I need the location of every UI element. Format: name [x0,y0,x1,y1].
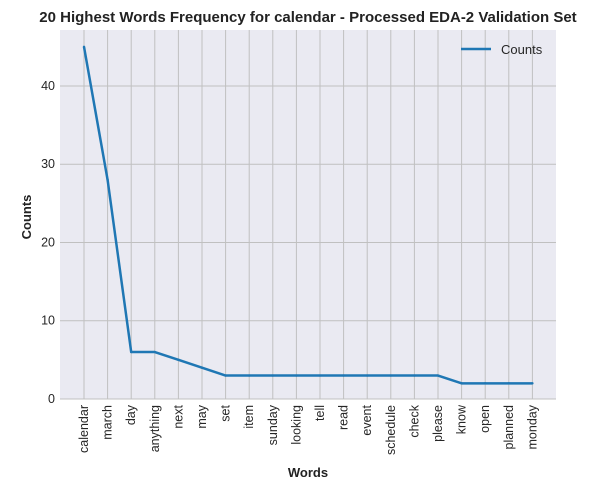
x-axis-label: Words [288,465,328,480]
x-tick-label: check [407,404,421,437]
data-point [271,374,274,377]
y-tick-label: 30 [41,157,55,171]
x-tick-label: day [124,404,138,425]
data-point [389,374,392,377]
data-point [200,366,204,369]
x-tick-label: sunday [266,404,280,445]
x-tick-label: monday [525,404,539,449]
data-point [436,374,440,377]
x-tick-label: set [219,404,233,421]
x-tick-label: event [360,404,374,435]
x-tick-label: open [478,405,492,433]
x-tick-label: anything [148,405,162,452]
data-point [295,374,298,377]
x-tick-label: please [431,405,445,442]
series-layer [82,45,534,385]
x-tick-label: looking [289,405,303,445]
x-tick-label: planned [502,405,516,450]
x-tick-label: know [455,404,469,434]
x-tick-label: calendar [77,405,91,453]
data-point [130,350,133,354]
x-axis-ticks: calendar march day anything next may set item su… [77,404,539,455]
data-point [318,374,322,377]
plot-area [60,30,556,399]
data-point [177,358,180,362]
data-point [153,350,156,354]
x-tick-label: march [101,405,115,440]
data-point [342,374,345,377]
x-tick-label: may [195,404,209,428]
series-line-counts [82,46,533,385]
y-tick-label: 0 [48,392,55,406]
x-tick-label: read [337,405,351,430]
legend-label-counts: Counts [501,42,543,57]
x-tick-label: item [242,405,256,429]
y-tick-label: 20 [41,235,55,249]
y-tick-label: 40 [41,79,55,93]
x-tick-label: next [171,404,185,428]
y-axis-label: Counts [19,195,34,240]
grid [60,30,556,400]
data-point [366,374,369,377]
data-point [224,374,227,377]
data-point [484,382,487,385]
data-point [413,374,416,377]
chart-title: 20 Highest Words Frequency for calendar … [39,9,576,26]
data-point [82,45,86,49]
y-tick-label: 10 [41,314,55,328]
data-point [460,382,463,385]
x-tick-label: tell [313,405,327,421]
data-point [106,178,109,182]
y-axis-ticks: 0 10 20 30 40 [41,79,55,406]
data-point [248,374,251,377]
data-point [531,382,534,385]
data-point [507,382,510,385]
x-tick-label: schedule [384,405,398,455]
legend: Counts [461,42,543,57]
